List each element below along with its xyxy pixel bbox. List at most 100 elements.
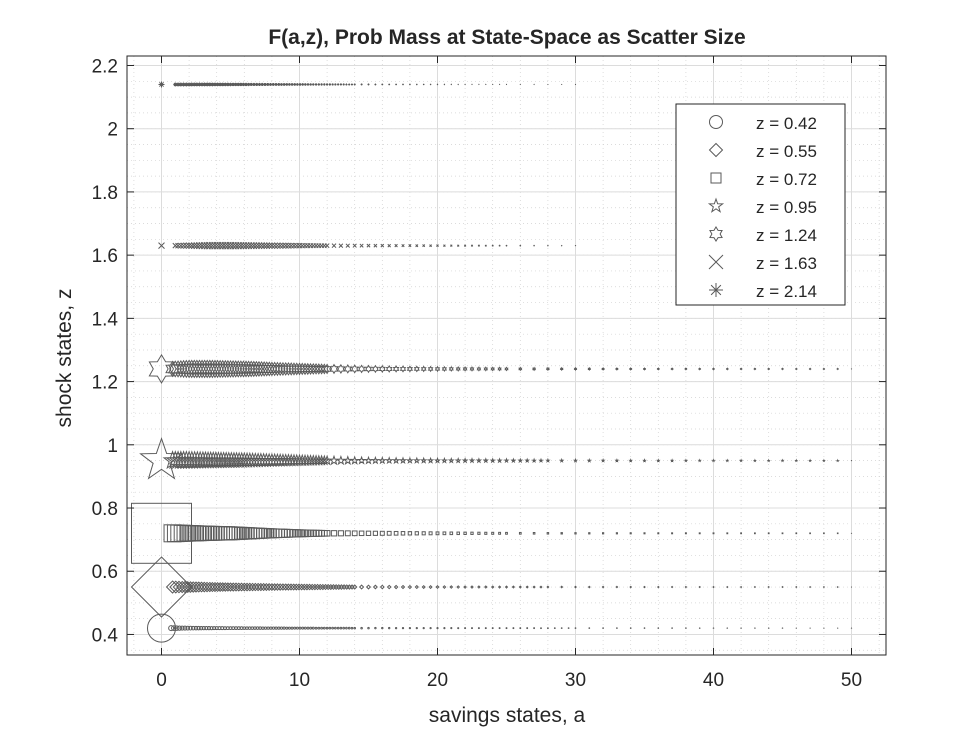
data-point [195, 242, 204, 250]
data-point [169, 580, 183, 594]
data-point [767, 627, 770, 629]
data-point [615, 585, 619, 589]
data-point [371, 364, 380, 374]
data-point [836, 585, 839, 589]
data-point [850, 586, 853, 588]
data-point [281, 583, 290, 591]
data-point [561, 83, 563, 86]
data-point [282, 626, 286, 630]
data-point [587, 366, 592, 371]
data-point [518, 531, 522, 535]
data-point [287, 626, 291, 630]
data-point [615, 532, 618, 535]
data-point [204, 626, 209, 631]
x-tick-label: 10 [289, 670, 310, 691]
data-point [381, 626, 384, 630]
data-point [712, 627, 715, 629]
data-point [449, 585, 454, 589]
data-point [188, 242, 196, 250]
data-point [194, 82, 199, 87]
data-point [683, 458, 689, 463]
data-point [213, 82, 217, 87]
data-point [698, 627, 701, 629]
data-point [209, 626, 214, 631]
data-point [334, 83, 337, 86]
data-markers [130, 81, 853, 643]
y-tick-label: 0.4 [92, 625, 119, 646]
data-point [540, 627, 542, 630]
series-asterisk [158, 81, 577, 88]
data-point [353, 626, 357, 630]
data-point [290, 626, 294, 630]
data-point [260, 82, 264, 86]
data-point [533, 83, 535, 86]
data-point [456, 531, 460, 536]
data-point [850, 627, 853, 629]
data-point [505, 244, 508, 247]
data-point [476, 366, 482, 372]
data-point [374, 626, 377, 630]
data-point [422, 627, 425, 630]
data-point [477, 531, 481, 535]
data-point [726, 532, 729, 535]
legend-entry-label: z = 0.55 [756, 142, 817, 161]
data-point [176, 625, 183, 631]
data-point [367, 626, 370, 630]
data-point [360, 626, 363, 630]
data-point [450, 244, 453, 247]
data-point [300, 583, 308, 591]
data-point [358, 530, 365, 537]
data-point [394, 243, 398, 248]
data-point [165, 580, 180, 594]
data-point [210, 82, 215, 87]
data-point [401, 626, 405, 630]
data-point [600, 458, 606, 463]
data-point [336, 626, 340, 630]
data-point [331, 626, 334, 630]
data-point [277, 83, 281, 86]
data-point [740, 532, 743, 535]
data-point [255, 82, 259, 87]
data-point [215, 82, 220, 87]
data-point [314, 83, 318, 86]
y-tick-label: 1.8 [92, 183, 118, 204]
legend-marker-asterisk [709, 283, 723, 297]
data-point [538, 457, 544, 463]
data-point [463, 531, 467, 536]
x-axis-label: savings states, a [429, 704, 586, 727]
data-point [685, 627, 687, 629]
data-point [836, 367, 839, 371]
data-point [572, 457, 579, 463]
x-tick-label: 40 [703, 670, 724, 691]
data-point [378, 364, 386, 374]
data-point [588, 532, 591, 535]
data-point [295, 583, 303, 591]
data-point [795, 627, 797, 629]
data-point [419, 456, 428, 464]
data-point [698, 367, 702, 371]
data-point [279, 583, 287, 591]
data-point [400, 531, 406, 536]
data-point [684, 367, 688, 371]
data-point [394, 626, 398, 630]
data-point [263, 82, 267, 86]
series-hexagram [148, 353, 853, 384]
data-point [306, 83, 310, 86]
data-point [255, 242, 263, 250]
data-point [643, 627, 646, 629]
data-point [312, 83, 315, 86]
data-point [505, 83, 508, 86]
data-point [231, 82, 235, 87]
data-point [492, 83, 494, 86]
data-point [201, 625, 206, 631]
data-point [468, 457, 476, 464]
data-point [697, 458, 702, 463]
data-point [489, 457, 496, 464]
data-point [484, 531, 488, 535]
data-point [276, 583, 284, 591]
data-point [601, 366, 605, 371]
data-point [200, 82, 204, 87]
data-point [330, 530, 338, 537]
legend-marker-hexagram [709, 226, 723, 242]
data-point [148, 353, 175, 384]
